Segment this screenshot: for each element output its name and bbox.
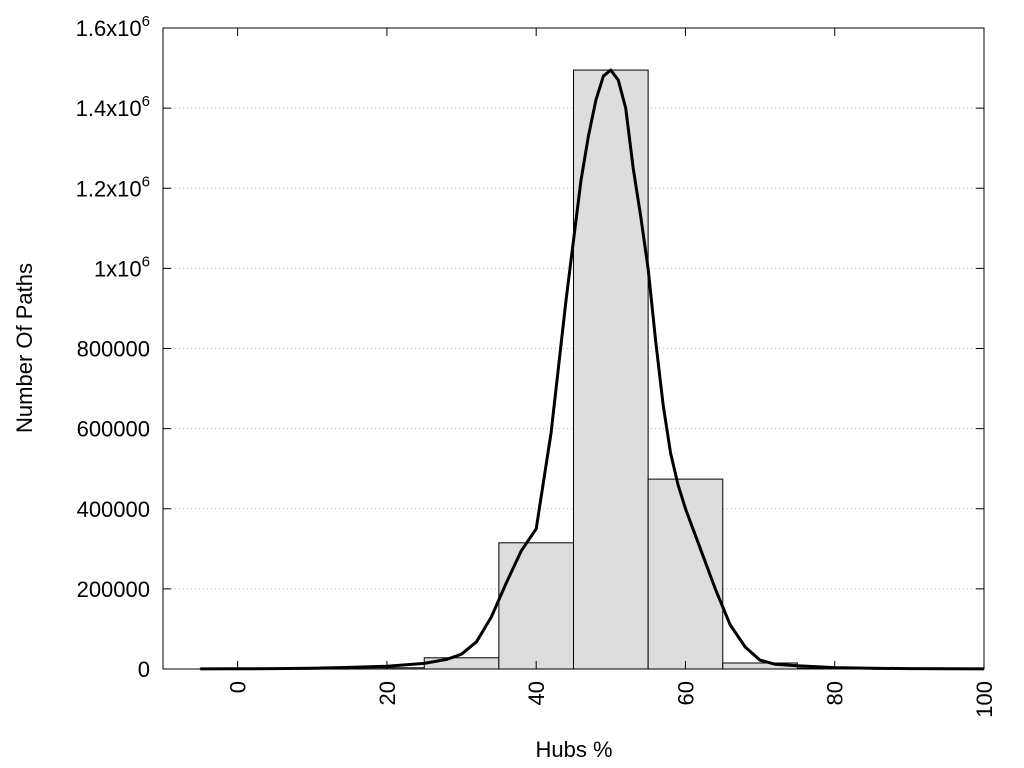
y-tick-label: 600000 <box>77 417 150 442</box>
y-tick-label: 800000 <box>77 337 150 362</box>
grid-lines <box>163 107 984 590</box>
x-tick-label: 20 <box>375 681 400 705</box>
y-axis-label: Number Of Paths <box>12 263 37 433</box>
y-tick-label: 0 <box>138 657 150 682</box>
y-tick-label: 400000 <box>77 497 150 522</box>
x-tick-label: 100 <box>972 681 997 718</box>
histogram-bar <box>423 657 500 670</box>
x-tick-label: 60 <box>673 681 698 705</box>
y-tick-label: 1.6x106 <box>76 13 150 41</box>
y-tick-label: 1.4x106 <box>76 93 150 121</box>
y-tick-label: 200000 <box>77 577 150 602</box>
x-tick-label: 80 <box>823 681 848 705</box>
distribution-curve <box>200 68 985 671</box>
y-axis-ticks: 0 200000 400000 600000 800000 1x106 1.2x106 1.4… <box>76 13 984 682</box>
x-tick-label: 40 <box>524 681 549 705</box>
y-tick-label: 1.2x106 <box>76 173 150 201</box>
y-tick-label: 1x106 <box>94 253 150 281</box>
x-axis-ticks: 0 20 40 60 80 100 <box>226 28 997 718</box>
x-axis-label: Hubs % <box>535 737 612 762</box>
x-tick-label: 0 <box>226 681 251 693</box>
histogram-bar <box>498 542 575 670</box>
